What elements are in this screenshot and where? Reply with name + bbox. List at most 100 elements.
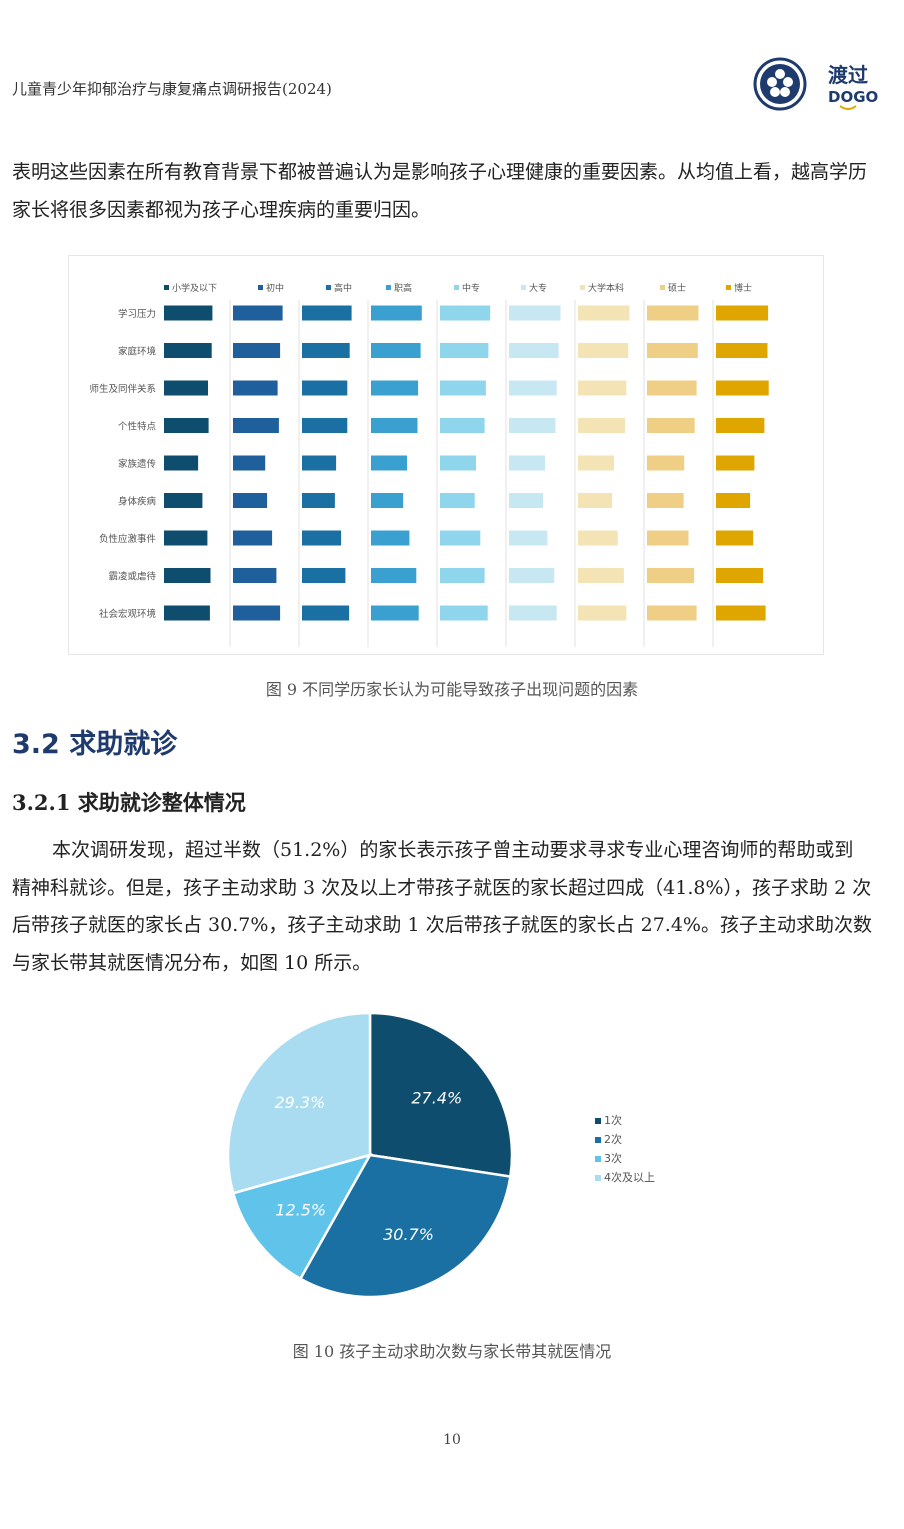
- legend-swatch: [164, 285, 169, 290]
- legend-item: 2次: [595, 1132, 622, 1146]
- bar: [371, 343, 421, 358]
- bar: [164, 380, 208, 396]
- help-seeking-pie-chart: 27.4% 30.7% 12.5% 29.3% 1次 2次 3次 4次及以上: [140, 1000, 760, 1320]
- legend-swatch: [454, 285, 459, 290]
- category-label: 师生及同伴关系: [89, 383, 156, 395]
- dogo-logo: 渡过 DOGO: [752, 56, 882, 118]
- bar: [578, 380, 627, 396]
- category-label: 身体疾病: [118, 496, 157, 508]
- bar: [578, 455, 614, 471]
- legend-label: 1次: [604, 1113, 622, 1127]
- bar: [164, 343, 212, 358]
- legend-item: 博士: [726, 282, 752, 294]
- bar: [440, 530, 481, 546]
- bar: [716, 493, 751, 508]
- legend-item: 硕士: [660, 282, 686, 294]
- category-label: 社会宏观环境: [99, 608, 157, 620]
- bar: [578, 605, 627, 621]
- bar: [578, 493, 613, 508]
- legend-item: 4次及以上: [595, 1170, 655, 1184]
- bar: [647, 493, 684, 508]
- bar: [233, 530, 273, 546]
- figure-9-caption: 图 9 不同学历家长认为可能导致孩子出现问题的因素: [265, 680, 639, 699]
- legend-swatch: [595, 1175, 601, 1181]
- category-label: 学习压力: [118, 308, 156, 320]
- bar: [302, 455, 337, 471]
- bar: [371, 530, 410, 546]
- pie-slice: [231, 1152, 373, 1281]
- bar: [440, 568, 485, 583]
- bar: [440, 455, 476, 471]
- legend-item: 初中: [258, 282, 284, 294]
- bar: [716, 455, 755, 471]
- legend-item: 大学本科: [580, 282, 624, 294]
- legend-label: 小学及以下: [172, 282, 217, 294]
- pie-slice: [298, 1153, 512, 1299]
- bar: [164, 530, 208, 546]
- legend-item: 小学及以下: [164, 282, 217, 294]
- bar: [371, 493, 404, 508]
- legend-item: 中专: [454, 282, 480, 294]
- bar: [440, 418, 485, 433]
- bar: [578, 568, 624, 583]
- bar: [716, 380, 769, 396]
- bar: [440, 493, 475, 508]
- bar: [164, 418, 209, 433]
- bar: [164, 605, 210, 621]
- bar: [164, 455, 199, 471]
- legend-swatch: [660, 285, 665, 290]
- bar: [647, 605, 697, 621]
- bar: [302, 530, 342, 546]
- bar: [647, 343, 698, 358]
- legend-label: 中专: [462, 282, 480, 294]
- bar: [164, 493, 203, 508]
- legend-swatch: [595, 1137, 601, 1143]
- bar: [716, 605, 766, 621]
- bar: [716, 305, 769, 321]
- legend-label: 4次及以上: [604, 1170, 655, 1184]
- bar: [509, 530, 548, 546]
- legend-swatch: [386, 285, 391, 290]
- bar: [509, 418, 556, 433]
- bar: [509, 493, 544, 508]
- bar: [647, 380, 697, 396]
- bar: [716, 418, 765, 433]
- legend-swatch: [726, 285, 731, 290]
- legend-swatch: [258, 285, 263, 290]
- bar: [440, 605, 488, 621]
- legend-label: 3次: [604, 1151, 622, 1165]
- legend-item: 3次: [595, 1151, 622, 1165]
- legend-label: 高中: [334, 282, 352, 294]
- bar: [647, 568, 695, 583]
- pie-slice: [226, 1011, 372, 1195]
- category-label: 个性特点: [118, 421, 157, 433]
- category-label: 负性应激事件: [99, 533, 157, 545]
- bar: [578, 418, 626, 433]
- bar: [233, 380, 278, 396]
- bar: [509, 305, 561, 321]
- bar: [233, 493, 268, 508]
- bar: [233, 305, 283, 321]
- legend-label: 硕士: [668, 282, 686, 294]
- legend-item: 大专: [521, 282, 547, 294]
- pie-value-label: 30.7%: [383, 1225, 434, 1244]
- page-number: 10: [443, 1432, 461, 1448]
- bar: [509, 380, 557, 396]
- bar: [371, 305, 422, 321]
- legend-swatch: [326, 285, 331, 290]
- bar: [509, 568, 555, 583]
- chart-frame: [68, 255, 824, 655]
- bar: [371, 568, 417, 583]
- subsection-heading: 3.2.1 求助就诊整体情况: [12, 790, 246, 815]
- bar: [164, 305, 213, 321]
- bar: [578, 343, 629, 358]
- bar: [302, 305, 352, 321]
- bar: [440, 343, 489, 358]
- legend-label: 博士: [734, 282, 752, 294]
- bar: [233, 455, 266, 471]
- legend-swatch: [580, 285, 585, 290]
- legend-label: 2次: [604, 1132, 622, 1146]
- pie-value-label: 12.5%: [275, 1200, 326, 1219]
- paragraph-findings: 本次调研发现，超过半数（51.2%）的家长表示孩子曾主动要求寻求专业心理咨询师的…: [12, 839, 872, 974]
- bar: [509, 343, 559, 358]
